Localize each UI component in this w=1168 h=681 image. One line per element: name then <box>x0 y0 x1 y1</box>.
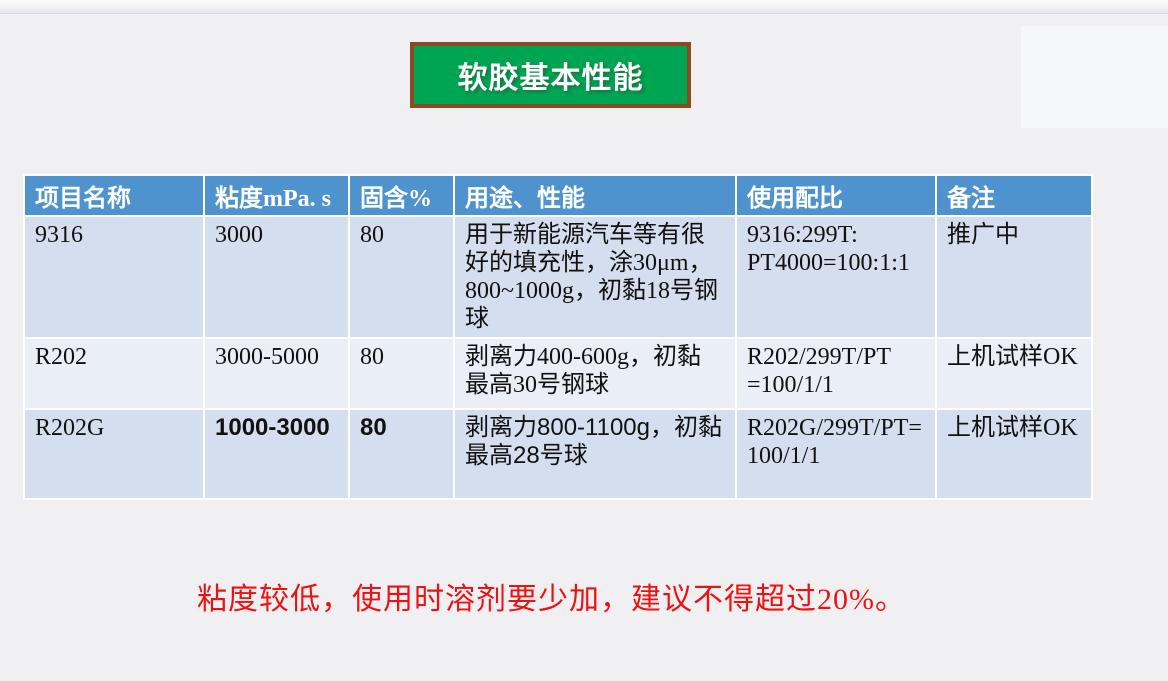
window-top-gradient-bar <box>0 0 1168 14</box>
slide-title-box: 软胶基本性能 <box>410 42 691 108</box>
table-row-9316: 9316 3000 80 用于新能源汽车等有很 好的填充性，涂30μm， 800… <box>25 217 1091 337</box>
col-header-solid-content: 固含% <box>350 176 453 215</box>
col-header-viscosity: 粘度mPa. s <box>205 176 348 215</box>
cell-remarks: 上机试样OK <box>937 339 1091 408</box>
cell-project-name: R202G <box>25 410 203 498</box>
warning-note: 粘度较低，使用时溶剂要少加，建议不得超过20%。 <box>197 583 906 616</box>
cell-solid-content: 80 <box>350 339 453 408</box>
table-row-r202: R202 3000-5000 80 剥离力400-600g，初黏 最高30号钢球… <box>25 339 1091 408</box>
cell-remarks: 推广中 <box>937 217 1091 337</box>
col-header-usage-performance: 用途、性能 <box>455 176 735 215</box>
cell-solid-content: 80 <box>350 410 453 498</box>
cell-project-name: R202 <box>25 339 203 408</box>
table-header-row: 项目名称 粘度mPa. s 固含% 用途、性能 使用配比 备注 <box>25 176 1091 215</box>
cell-mixing-ratio: 9316:299T: PT4000=100:1:1 <box>737 217 935 337</box>
cell-viscosity: 1000-3000 <box>205 410 348 498</box>
slide-title: 软胶基本性能 <box>457 62 644 95</box>
cell-viscosity: 3000-5000 <box>205 339 348 408</box>
cell-remarks: 上机试样OK <box>937 410 1091 498</box>
properties-table: 项目名称 粘度mPa. s 固含% 用途、性能 使用配比 备注 9316 300… <box>23 174 1093 500</box>
cell-usage-performance: 剥离力400-600g，初黏 最高30号钢球 <box>455 339 735 408</box>
col-header-project-name: 项目名称 <box>25 176 203 215</box>
col-header-mixing-ratio: 使用配比 <box>737 176 935 215</box>
cell-mixing-ratio: R202G/299T/PT= 100/1/1 <box>737 410 935 498</box>
cell-project-name: 9316 <box>25 217 203 337</box>
cell-mixing-ratio: R202/299T/PT =100/1/1 <box>737 339 935 408</box>
cell-solid-content: 80 <box>350 217 453 337</box>
cell-usage-performance: 剥离力800-1100g，初黏 最高28号球 <box>455 410 735 498</box>
cell-usage-performance: 用于新能源汽车等有很 好的填充性，涂30μm， 800~1000g，初黏18号钢… <box>455 217 735 337</box>
top-right-panel <box>1021 26 1168 128</box>
cell-viscosity: 3000 <box>205 217 348 337</box>
table-row-r202g: R202G 1000-3000 80 剥离力800-1100g，初黏 最高28号… <box>25 410 1091 498</box>
col-header-remarks: 备注 <box>937 176 1091 215</box>
